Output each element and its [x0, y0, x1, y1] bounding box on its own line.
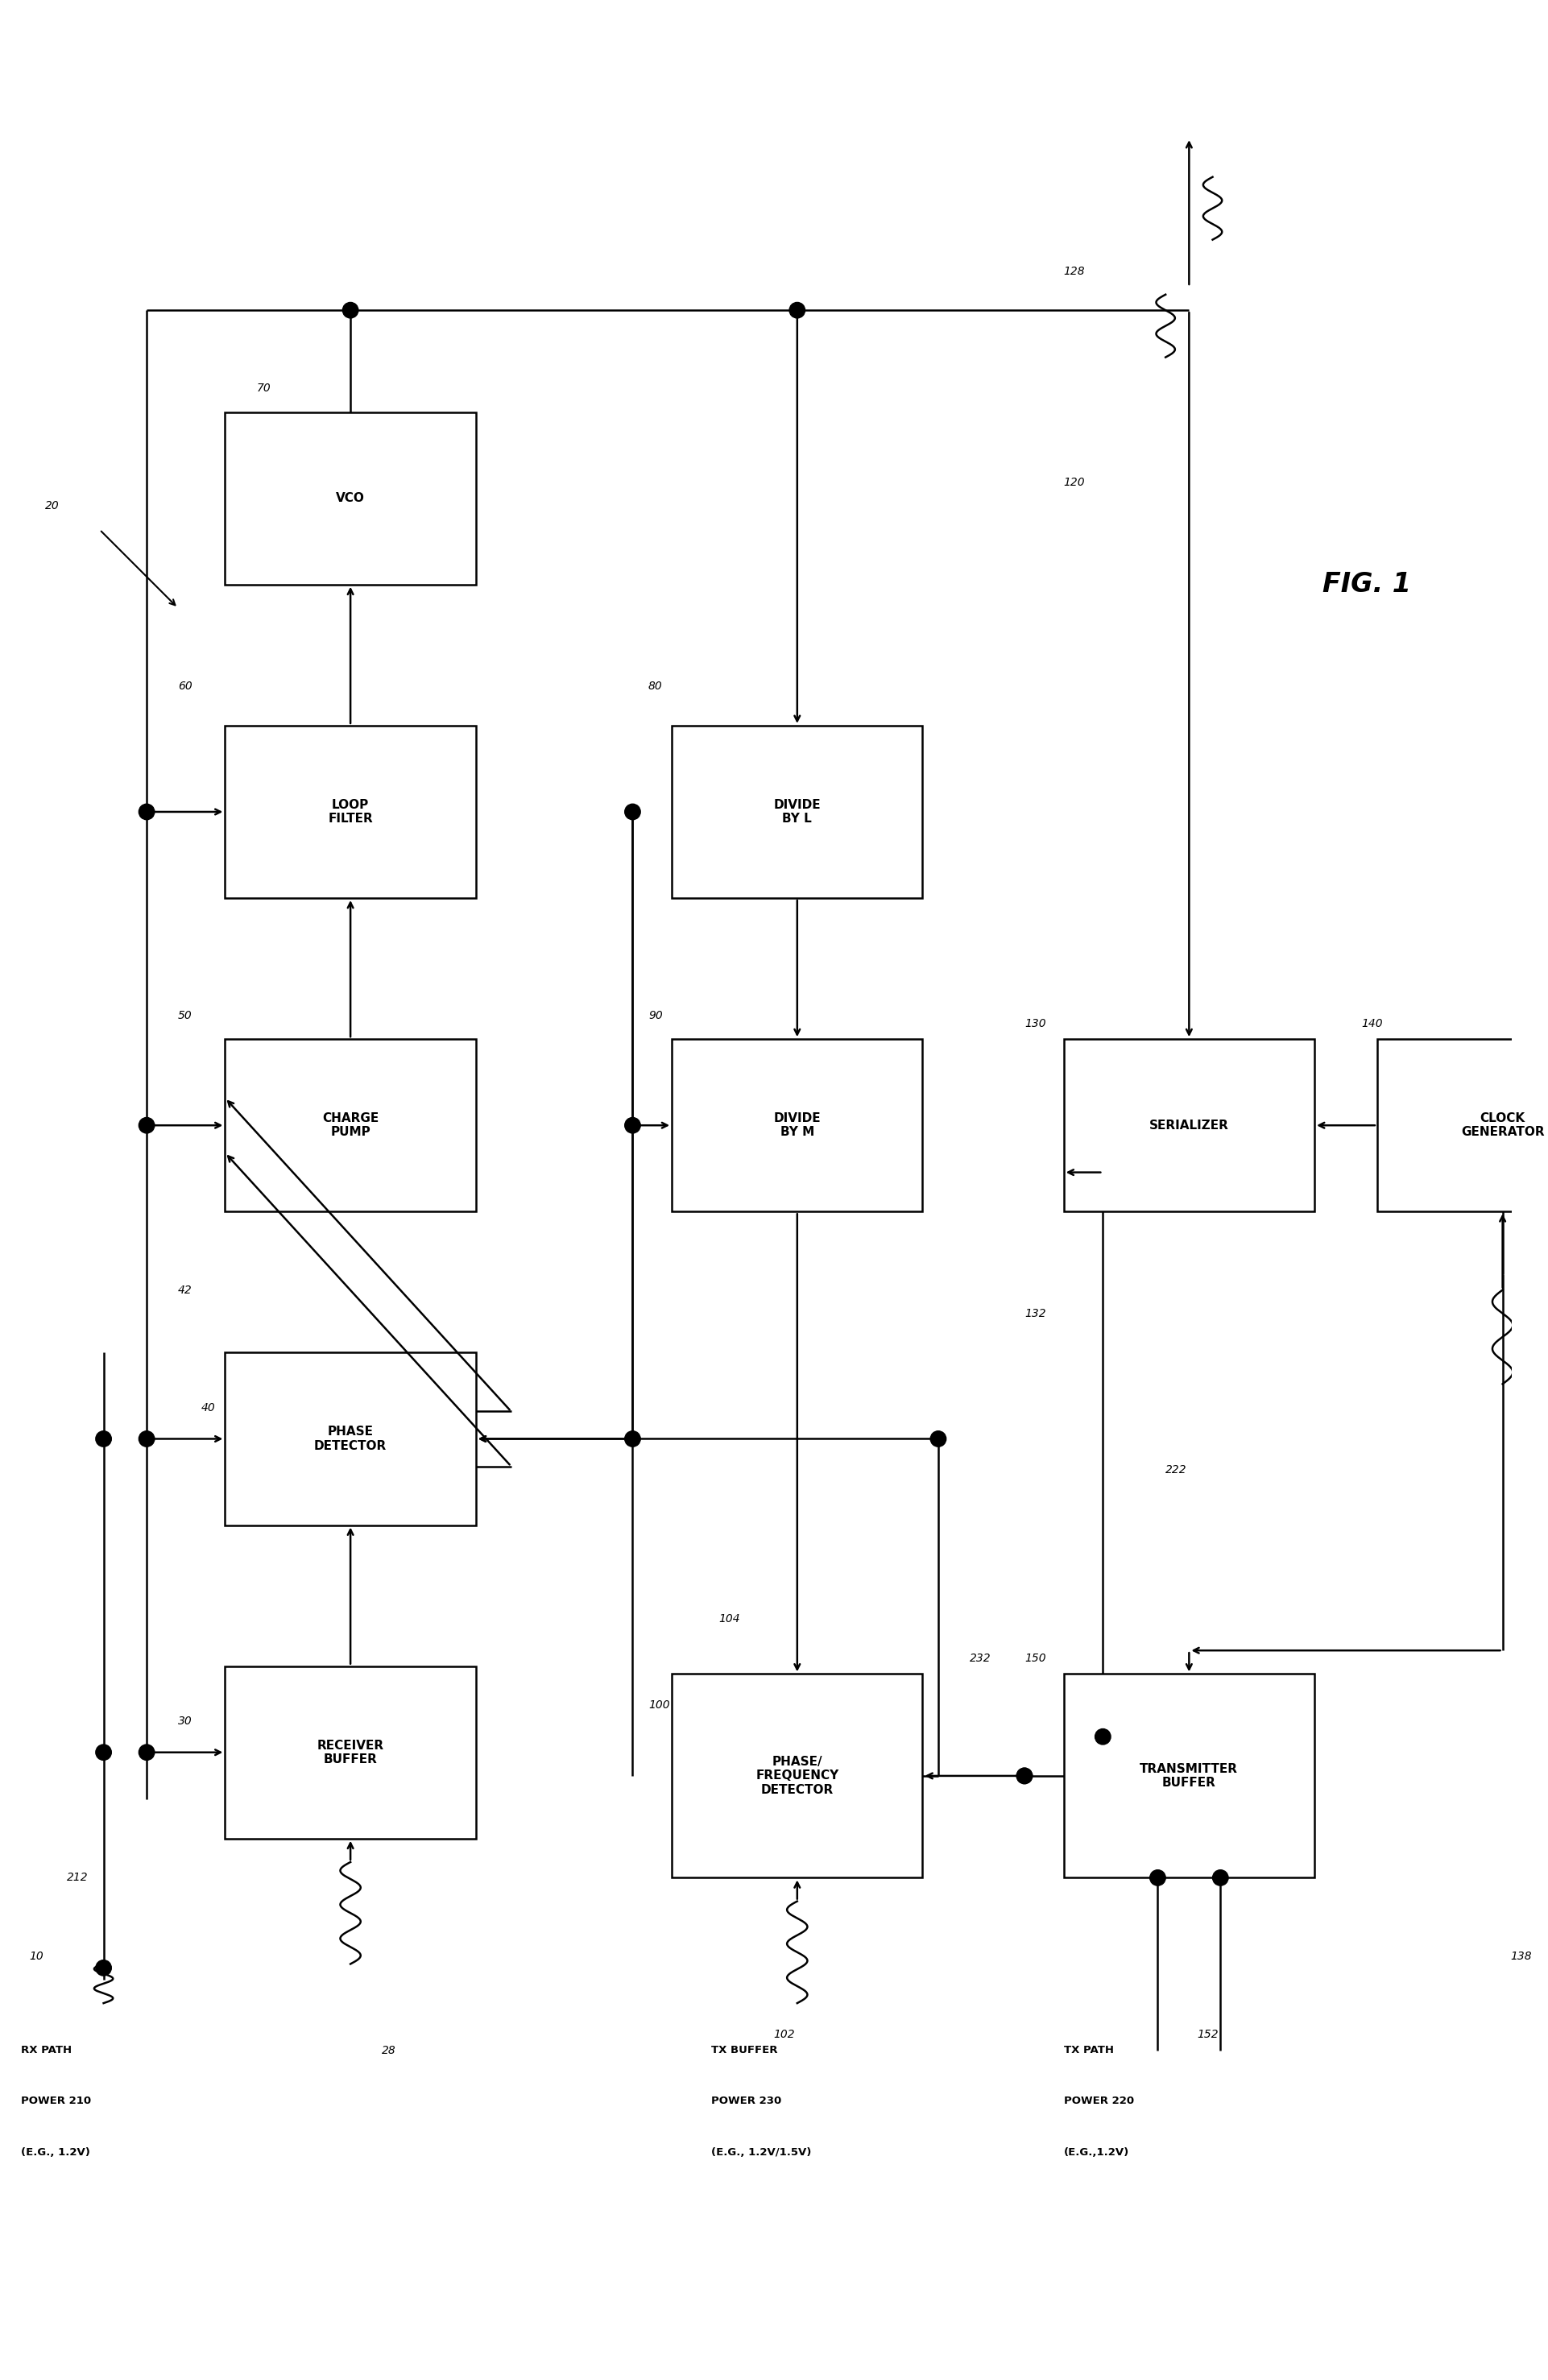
Text: 138: 138 [1511, 1952, 1533, 1961]
Text: 132: 132 [1025, 1307, 1046, 1319]
Text: 90: 90 [649, 1009, 663, 1021]
FancyBboxPatch shape [672, 1673, 923, 1878]
Circle shape [1094, 1728, 1111, 1745]
Text: (E.G., 1.2V): (E.G., 1.2V) [22, 2147, 90, 2156]
Text: LOOP
FILTER: LOOP FILTER [328, 800, 373, 826]
Text: 42: 42 [178, 1285, 192, 1295]
Text: RECEIVER
BUFFER: RECEIVER BUFFER [317, 1740, 384, 1766]
Text: 60: 60 [178, 681, 192, 693]
Text: (E.G.,1.2V): (E.G.,1.2V) [1063, 2147, 1128, 2156]
Text: DIVIDE
BY L: DIVIDE BY L [774, 800, 820, 826]
FancyBboxPatch shape [672, 1040, 923, 1211]
FancyBboxPatch shape [224, 1666, 475, 1840]
Text: 30: 30 [178, 1716, 192, 1726]
Text: (E.G., 1.2V/1.5V): (E.G., 1.2V/1.5V) [711, 2147, 811, 2156]
FancyBboxPatch shape [224, 1352, 475, 1526]
Text: SERIALIZER: SERIALIZER [1149, 1119, 1229, 1130]
Text: 80: 80 [649, 681, 663, 693]
Circle shape [625, 1119, 641, 1133]
Circle shape [1150, 1871, 1166, 1885]
Circle shape [139, 1430, 155, 1447]
Text: PHASE
DETECTOR: PHASE DETECTOR [314, 1426, 387, 1452]
Text: 70: 70 [257, 383, 271, 395]
Text: POWER 220: POWER 220 [1063, 2097, 1133, 2106]
FancyBboxPatch shape [1063, 1040, 1314, 1211]
Text: 150: 150 [1025, 1652, 1046, 1664]
Text: CHARGE
PUMP: CHARGE PUMP [322, 1111, 379, 1138]
Text: 28: 28 [382, 2044, 396, 2056]
Text: 104: 104 [718, 1614, 740, 1626]
FancyBboxPatch shape [1378, 1040, 1548, 1211]
Text: 222: 222 [1166, 1464, 1187, 1476]
Text: 140: 140 [1362, 1019, 1382, 1028]
Text: POWER 230: POWER 230 [711, 2097, 782, 2106]
Text: PHASE/
FREQUENCY
DETECTOR: PHASE/ FREQUENCY DETECTOR [755, 1756, 839, 1797]
Circle shape [342, 302, 358, 319]
Text: TRANSMITTER
BUFFER: TRANSMITTER BUFFER [1139, 1764, 1238, 1790]
Text: POWER 210: POWER 210 [22, 2097, 91, 2106]
Circle shape [1017, 1768, 1033, 1783]
Text: 20: 20 [45, 500, 59, 512]
Circle shape [930, 1430, 946, 1447]
Circle shape [789, 302, 805, 319]
FancyBboxPatch shape [1063, 1673, 1314, 1878]
Text: 40: 40 [201, 1402, 215, 1414]
Circle shape [139, 804, 155, 819]
FancyBboxPatch shape [224, 412, 475, 585]
Circle shape [625, 1430, 641, 1447]
Text: 50: 50 [178, 1009, 192, 1021]
Text: 212: 212 [67, 1873, 88, 1883]
Text: 232: 232 [969, 1652, 991, 1664]
Text: 10: 10 [29, 1952, 43, 1961]
Text: 152: 152 [1197, 2028, 1218, 2040]
Circle shape [96, 1961, 111, 1975]
Circle shape [139, 1745, 155, 1761]
Text: 100: 100 [649, 1699, 670, 1711]
FancyBboxPatch shape [224, 726, 475, 897]
Text: RX PATH: RX PATH [22, 2044, 73, 2056]
Text: 120: 120 [1063, 476, 1085, 488]
Text: VCO: VCO [336, 493, 365, 505]
FancyBboxPatch shape [224, 1040, 475, 1211]
Text: CLOCK
GENERATOR: CLOCK GENERATOR [1461, 1111, 1545, 1138]
FancyBboxPatch shape [672, 726, 923, 897]
Circle shape [96, 1430, 111, 1447]
Text: 128: 128 [1063, 267, 1085, 276]
Circle shape [1212, 1871, 1228, 1885]
Text: TX PATH: TX PATH [1063, 2044, 1113, 2056]
Circle shape [1017, 1768, 1033, 1783]
Text: DIVIDE
BY M: DIVIDE BY M [774, 1111, 820, 1138]
Circle shape [139, 1119, 155, 1133]
Text: FIG. 1: FIG. 1 [1322, 571, 1410, 597]
Circle shape [96, 1745, 111, 1761]
Text: 130: 130 [1025, 1019, 1046, 1028]
Text: TX BUFFER: TX BUFFER [711, 2044, 777, 2056]
Text: 102: 102 [774, 2028, 796, 2040]
Circle shape [625, 804, 641, 819]
